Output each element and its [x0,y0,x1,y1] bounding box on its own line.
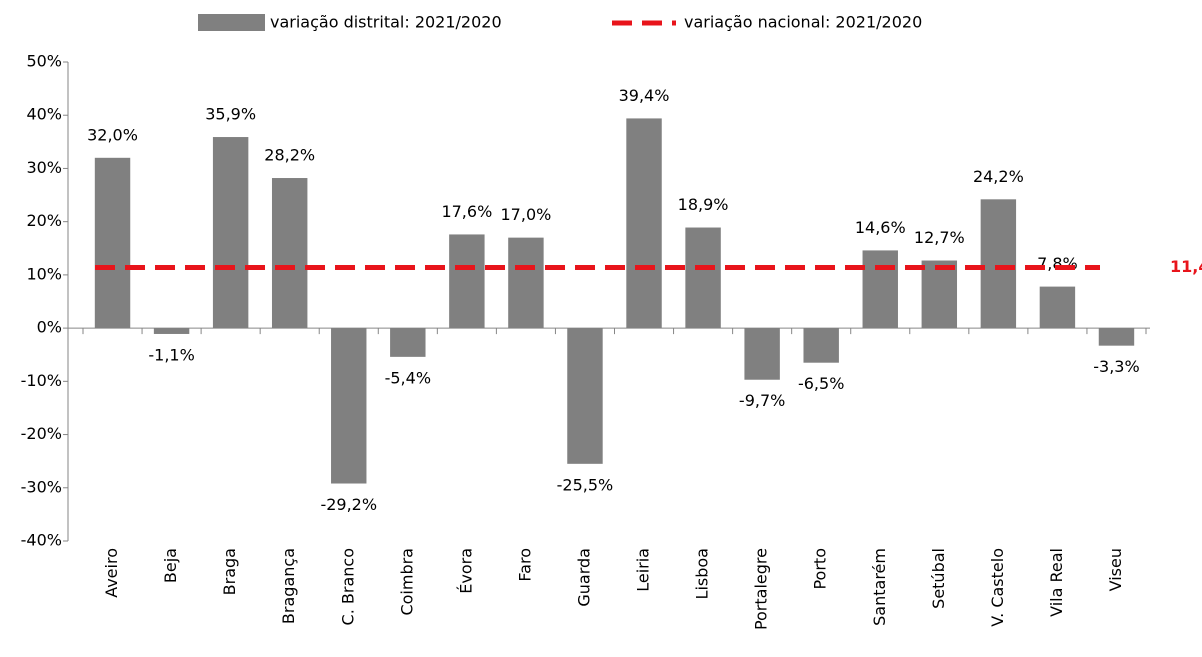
x-tick-label: Lisboa [693,548,712,599]
x-tick-label: Vila Real [1047,548,1066,617]
x-tick-label: V. Castelo [988,548,1007,627]
bar [744,328,780,380]
x-tick-label: C. Branco [338,548,357,625]
y-tick-label: -20% [21,424,62,443]
x-tick-label: Aveiro [102,548,121,598]
value-label: 14,6% [855,218,906,237]
x-tick-label: Beja [161,548,180,583]
y-tick-label: -30% [21,477,62,496]
bar [153,328,190,334]
value-label: 17,6% [441,202,492,221]
value-label: -6,5% [798,374,844,393]
legend-label: variação distrital: 2021/2020 [270,13,502,32]
value-label: 24,2% [973,167,1024,186]
y-tick-label: 0% [37,318,62,337]
reference-label: 11,4% [1170,257,1202,276]
x-tick-label: Porto [811,548,830,590]
bar [862,250,898,329]
y-tick-label: 50% [26,52,62,71]
bar [271,178,308,329]
value-label: -9,7% [739,391,785,410]
value-label: 39,4% [619,86,670,105]
bar [331,328,367,484]
bar [390,328,426,357]
x-tick-label: Portalegre [752,548,771,630]
bar [921,260,958,329]
bar [449,234,485,329]
x-tick-label: Leiria [634,548,653,592]
value-label: -3,3% [1093,357,1139,376]
value-label: -29,2% [320,495,377,514]
x-tick-label: Setúbal [929,548,948,609]
value-label: -1,1% [148,345,194,364]
x-tick-label: Faro [515,548,534,582]
bar [508,237,544,329]
y-tick-label: 20% [26,211,62,230]
x-tick-label: Guarda [574,548,593,607]
bar [626,118,662,329]
bar [1039,286,1076,329]
value-label: 17,0% [501,205,552,224]
bar [980,199,1017,329]
y-tick-label: 40% [26,105,62,124]
x-tick-label: Santarém [870,548,889,626]
value-label: 32,0% [87,125,138,144]
legend-label: variação nacional: 2021/2020 [684,13,922,32]
bar [685,227,721,329]
value-label: 35,9% [205,105,256,124]
bar [1098,328,1135,346]
legend-swatch [198,14,265,31]
y-tick-label: -10% [21,371,62,390]
value-label: -25,5% [557,475,614,494]
value-label: 28,2% [264,146,315,165]
bar [212,137,249,329]
bar [567,328,603,464]
value-label: 12,7% [914,228,965,247]
x-tick-label: Bragança [279,548,298,624]
y-tick-label: 30% [26,158,62,177]
bar [94,157,131,329]
y-tick-label: -40% [21,531,62,550]
y-tick-label: 10% [26,264,62,283]
bar [803,328,839,363]
x-tick-label: Braga [220,548,239,595]
value-label: 7,8% [1037,254,1078,273]
x-tick-label: Évora [456,548,475,594]
value-label: -5,4% [385,368,431,387]
x-tick-label: Coimbra [397,548,416,616]
value-label: 18,9% [678,195,729,214]
x-tick-label: Viseu [1106,548,1125,591]
